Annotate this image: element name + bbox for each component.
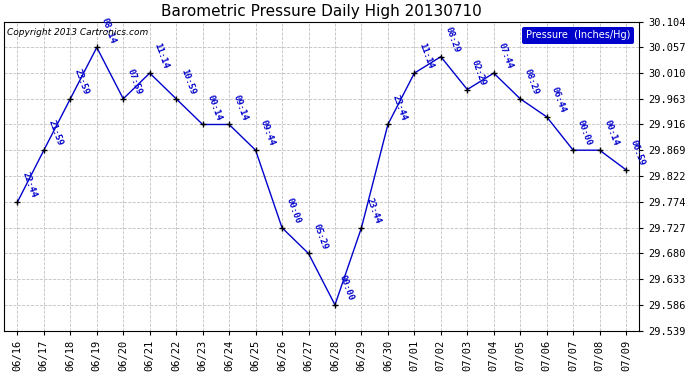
Title: Barometric Pressure Daily High 20130710: Barometric Pressure Daily High 20130710 xyxy=(161,4,482,19)
Text: 08:14: 08:14 xyxy=(99,16,117,45)
Text: 22:44: 22:44 xyxy=(20,171,38,200)
Text: 23:44: 23:44 xyxy=(391,93,408,122)
Legend: Pressure  (Inches/Hg): Pressure (Inches/Hg) xyxy=(522,27,634,44)
Text: 00:14: 00:14 xyxy=(206,93,223,122)
Text: 07:44: 07:44 xyxy=(497,42,514,70)
Text: 10:59: 10:59 xyxy=(179,68,197,96)
Text: 23:44: 23:44 xyxy=(364,196,382,225)
Text: 06:59: 06:59 xyxy=(629,139,647,167)
Text: 08:29: 08:29 xyxy=(444,26,461,54)
Text: 00:14: 00:14 xyxy=(602,119,620,147)
Text: 23:59: 23:59 xyxy=(73,68,91,96)
Text: 05:29: 05:29 xyxy=(311,222,329,251)
Text: 06:44: 06:44 xyxy=(549,86,567,114)
Text: 00:00: 00:00 xyxy=(576,119,593,147)
Text: 07:59: 07:59 xyxy=(126,68,144,96)
Text: 08:29: 08:29 xyxy=(523,68,541,96)
Text: 00:00: 00:00 xyxy=(285,196,302,225)
Text: 09:44: 09:44 xyxy=(258,119,276,147)
Text: 02:29: 02:29 xyxy=(470,58,488,87)
Text: Copyright 2013 Cartronics.com: Copyright 2013 Cartronics.com xyxy=(8,28,148,37)
Text: 11:14: 11:14 xyxy=(417,42,435,70)
Text: 00:00: 00:00 xyxy=(337,274,355,302)
Text: 11:14: 11:14 xyxy=(152,42,170,70)
Text: 21:59: 21:59 xyxy=(47,119,64,147)
Text: 09:14: 09:14 xyxy=(232,93,250,122)
